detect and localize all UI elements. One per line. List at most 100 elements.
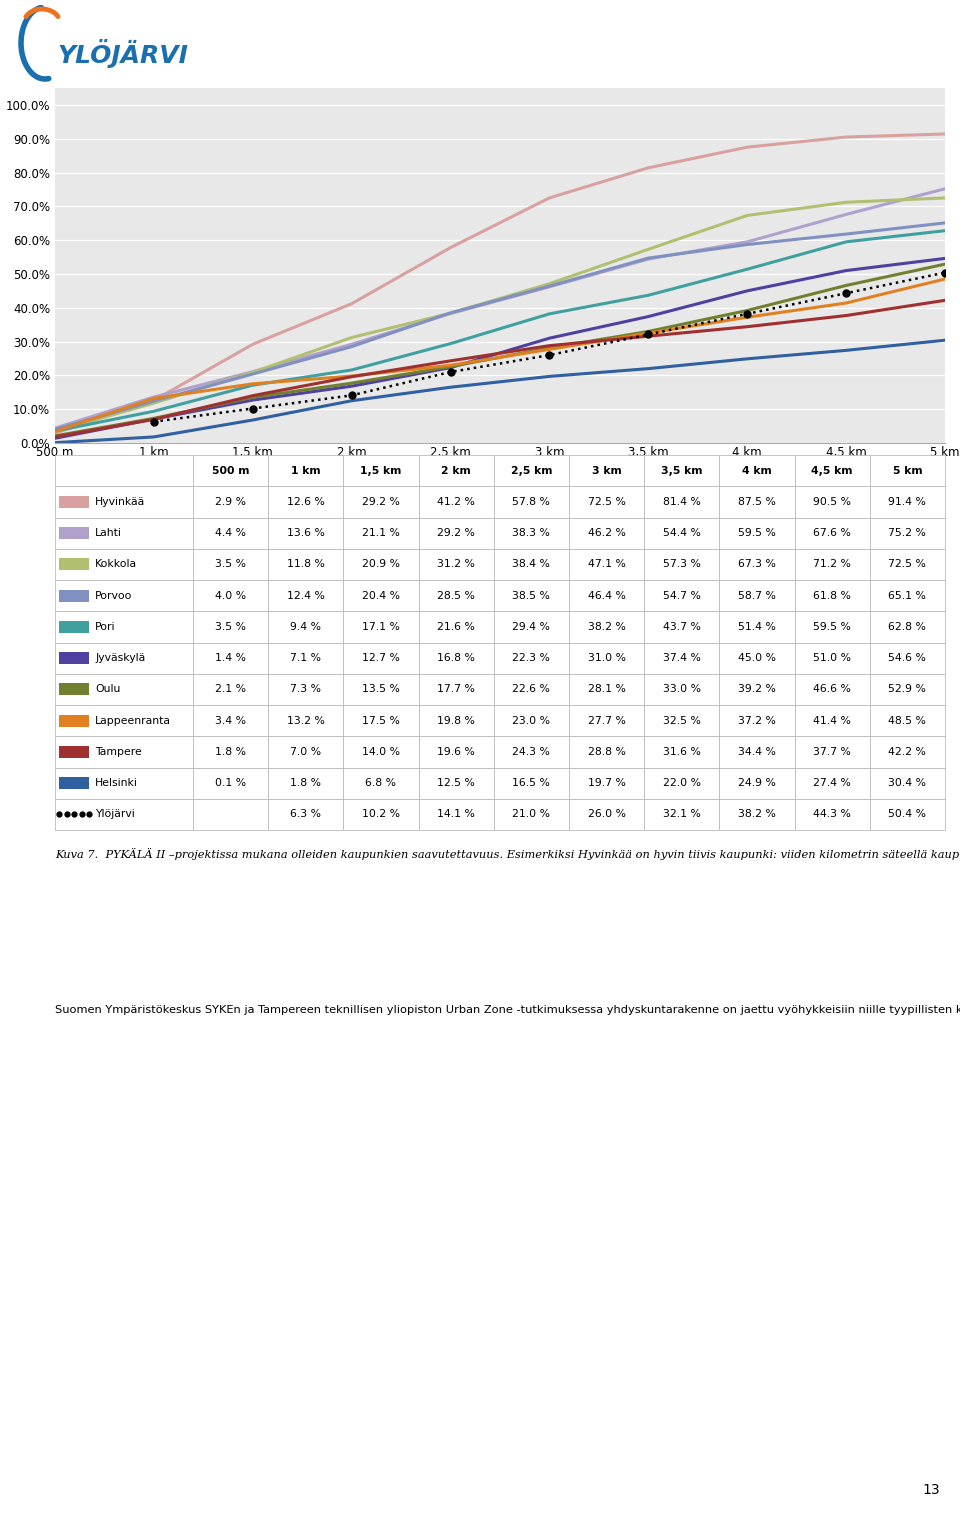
Bar [870,799,945,830]
Bar [493,580,569,611]
Text: 17.1 %: 17.1 % [362,622,400,631]
Bar [419,611,493,642]
Bar [569,674,644,706]
Bar [193,799,268,830]
Text: 2,5 km: 2,5 km [511,465,552,476]
Bar [344,487,419,517]
Bar [55,799,193,830]
Bar [268,674,344,706]
Bar [870,580,945,611]
Bar [55,580,193,611]
Bar [569,455,644,487]
Bar [344,611,419,642]
Text: Suomen Ympäristökeskus SYKEn ja Tampereen teknillisen yliopiston Urban Zone -tut: Suomen Ympäristökeskus SYKEn ja Tamperee… [55,1005,960,1015]
Bar [870,768,945,799]
Bar [493,799,569,830]
Bar [193,706,268,736]
Text: 19.8 %: 19.8 % [437,715,475,726]
Text: 28.5 %: 28.5 % [437,590,475,601]
Text: 12.5 %: 12.5 % [437,779,475,788]
Text: Pori: Pori [95,622,115,631]
Bar [268,706,344,736]
Text: 0.1 %: 0.1 % [215,779,246,788]
Text: 31.0 %: 31.0 % [588,653,626,663]
Text: 46.6 %: 46.6 % [813,684,852,695]
Bar [60,496,89,508]
Text: 3.5 %: 3.5 % [215,622,246,631]
Text: 17.5 %: 17.5 % [362,715,400,726]
Text: Porvoo: Porvoo [95,590,132,601]
Text: 1,5 km: 1,5 km [360,465,401,476]
Text: Ylöjärvi: Ylöjärvi [95,809,134,820]
Text: Jyväskylä: Jyväskylä [95,653,145,663]
Bar [795,549,870,580]
Text: 22.6 %: 22.6 % [513,684,550,695]
Text: 28.8 %: 28.8 % [588,747,626,757]
Text: 12.6 %: 12.6 % [287,497,324,506]
Bar [870,517,945,549]
Text: 44.3 %: 44.3 % [813,809,852,820]
Text: Lahti: Lahti [95,528,122,538]
Bar [493,642,569,674]
Bar [344,736,419,768]
Text: 54.6 %: 54.6 % [888,653,926,663]
Bar [344,799,419,830]
Text: 500 m: 500 m [212,465,250,476]
Bar [719,642,795,674]
Bar [493,674,569,706]
Bar [193,487,268,517]
Bar [268,580,344,611]
Bar [193,611,268,642]
Bar [193,674,268,706]
Bar [344,580,419,611]
Text: 14.0 %: 14.0 % [362,747,400,757]
Text: 46.2 %: 46.2 % [588,528,626,538]
Bar [493,455,569,487]
Text: 24.3 %: 24.3 % [513,747,550,757]
Bar [193,517,268,549]
Bar [870,455,945,487]
Bar [870,736,945,768]
Text: 59.5 %: 59.5 % [738,528,776,538]
Text: 7.3 %: 7.3 % [290,684,322,695]
Bar [344,706,419,736]
Bar [268,517,344,549]
Text: 10.2 %: 10.2 % [362,809,400,820]
Bar [60,528,89,538]
Text: 37.7 %: 37.7 % [813,747,852,757]
Text: 71.2 %: 71.2 % [813,560,852,569]
Bar [193,768,268,799]
Text: 51.0 %: 51.0 % [813,653,852,663]
Bar [60,590,89,602]
Bar [569,517,644,549]
Text: 39.2 %: 39.2 % [738,684,776,695]
Text: 7.0 %: 7.0 % [290,747,322,757]
Text: 32.1 %: 32.1 % [662,809,701,820]
Bar [419,768,493,799]
Text: 67.6 %: 67.6 % [813,528,852,538]
Text: 22.0 %: 22.0 % [662,779,701,788]
Text: 65.1 %: 65.1 % [888,590,926,601]
Bar [870,611,945,642]
Bar [719,517,795,549]
Bar [795,736,870,768]
Text: 20.9 %: 20.9 % [362,560,400,569]
Bar [795,706,870,736]
Text: 57.8 %: 57.8 % [513,497,550,506]
Text: 75.2 %: 75.2 % [888,528,926,538]
Bar [569,611,644,642]
Text: 38.5 %: 38.5 % [513,590,550,601]
Text: 16.8 %: 16.8 % [437,653,475,663]
Text: 27.7 %: 27.7 % [588,715,626,726]
Bar [719,706,795,736]
Text: 20.4 %: 20.4 % [362,590,400,601]
Text: 21.6 %: 21.6 % [437,622,475,631]
Text: 45.0 %: 45.0 % [738,653,776,663]
Bar [60,715,89,727]
Bar [644,674,719,706]
Bar [870,549,945,580]
Bar [55,706,193,736]
Bar [419,799,493,830]
Bar [719,455,795,487]
Bar [268,455,344,487]
